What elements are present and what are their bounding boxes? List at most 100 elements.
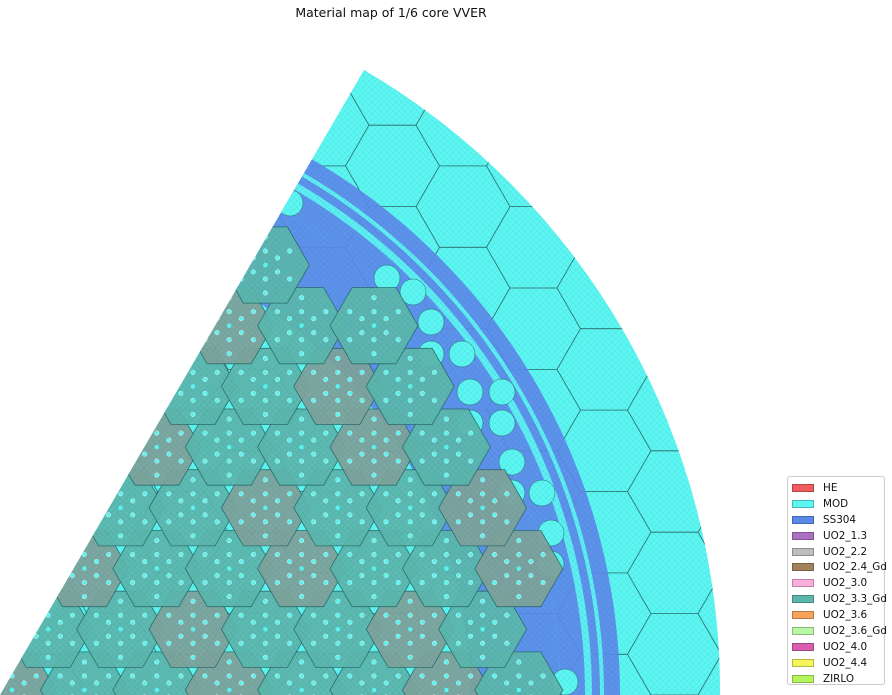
legend-entry: UO2_3.0: [792, 575, 880, 591]
legend-label: UO2_1.3: [823, 529, 868, 542]
reflector-hex: [0, 0, 17, 44]
guide-tube: [69, 276, 75, 282]
guide-tube: [81, 337, 87, 343]
guide-tube: [0, 316, 3, 322]
guide-tube: [33, 309, 39, 315]
reflector-hex: [487, 0, 581, 44]
reflector-hex: [839, 329, 892, 410]
guide-tube: [94, 451, 100, 457]
guide-tube: [190, 355, 196, 361]
fuel-assembly-hex: [0, 530, 57, 608]
fuel-assembly-hex: [3, 469, 93, 547]
reflector-hex: [769, 0, 863, 44]
guide-tube: [57, 215, 63, 221]
guide-tube: [69, 194, 75, 200]
reflector-hex: [697, 70, 721, 85]
legend-label: UO2_4.4: [823, 656, 868, 669]
guide-tube: [81, 295, 87, 301]
guide-tube: [21, 519, 27, 525]
central-tube: [9, 323, 15, 328]
guide-tube: [94, 208, 100, 214]
guide-tube: [81, 430, 87, 436]
guide-tube: [118, 248, 124, 254]
reflector-hex: [839, 0, 892, 3]
guide-tube: [0, 491, 3, 497]
reflector-hex: [0, 165, 88, 248]
legend-label: UO2_2.4_Gd: [823, 561, 887, 574]
guide-tube: [57, 458, 63, 464]
guide-tube: [106, 215, 112, 221]
reflector-hex: [0, 70, 17, 126]
legend: HE MOD SS304 UO2_1.3 UO2_2.2 UO2_2.4_Gd UO2_3.…: [787, 476, 887, 685]
guide-tube: [81, 351, 87, 357]
legend-swatch: [792, 499, 814, 508]
guide-tube: [21, 437, 27, 443]
guide-tube: [57, 376, 63, 382]
guide-tube: [118, 276, 124, 282]
guide-tube: [57, 390, 63, 396]
guide-tube: [57, 552, 63, 558]
guide-tube: [69, 491, 75, 497]
reflector-hex: [0, 124, 17, 207]
reflector-hex: [486, 70, 581, 126]
guide-tube: [118, 397, 124, 403]
reflector-hex: [275, 0, 369, 3]
guide-tube: [0, 248, 3, 254]
guide-tube: [166, 397, 172, 403]
guide-tube: [57, 337, 63, 343]
guide-tube: [69, 559, 75, 565]
guide-tube: [94, 437, 100, 443]
guide-tube: [81, 458, 87, 464]
reflector-hex: [63, 287, 158, 370]
guide-tube: [45, 369, 51, 375]
legend-label: UO2_3.3_Gd: [823, 593, 887, 606]
figure-title: Material map of 1/6 core VVER: [295, 5, 487, 20]
guide-tube: [9, 659, 15, 665]
guide-tube: [106, 458, 112, 464]
legend-entry: UO2_2.2: [792, 544, 880, 560]
fuel-assembly: [0, 590, 21, 668]
guide-tube: [21, 248, 27, 254]
reflector-hex: [627, 287, 721, 370]
guide-tube: [45, 491, 51, 497]
fuel-assembly-hex: [0, 287, 57, 365]
fuel-assembly: [0, 469, 21, 547]
fuel-assembly-hex: [148, 226, 238, 304]
guide-tube: [9, 229, 15, 235]
guide-tube: [178, 255, 184, 261]
guide-tube: [33, 458, 39, 464]
guide-tube: [166, 330, 172, 336]
fuel-assembly-hex: [39, 287, 129, 365]
reflector-hex: [0, 328, 88, 411]
guide-tube: [142, 369, 148, 375]
guide-tube: [154, 351, 160, 357]
guide-tube: [9, 309, 15, 315]
guide-tube: [130, 458, 136, 464]
guide-tube: [21, 316, 27, 322]
legend-swatch: [792, 515, 814, 524]
central-tube: [82, 323, 87, 328]
central-tube: [118, 384, 123, 389]
reflector-hex: [415, 70, 511, 85]
fuel-assembly-hex: [39, 408, 129, 486]
reflector-hex: [697, 328, 721, 411]
guide-tube: [0, 559, 3, 565]
guide-tube: [21, 451, 27, 457]
reflector-hex: [627, 70, 721, 126]
guide-tube: [45, 234, 51, 240]
guide-tube: [0, 330, 3, 336]
legend-entry: UO2_1.3: [792, 528, 880, 544]
central-tube: [190, 262, 196, 268]
legend-swatch: [792, 483, 814, 492]
guide-tube: [21, 397, 27, 403]
legend-entry: SS304: [792, 512, 880, 528]
guide-tube: [190, 276, 196, 282]
fuel-assembly: [39, 165, 129, 243]
central-tube: [9, 444, 15, 450]
reflector-hex: [0, 0, 87, 3]
guide-tube: [9, 416, 15, 422]
reflector-hex: [769, 125, 863, 206]
guide-tube: [130, 337, 136, 343]
guide-tube: [45, 397, 51, 403]
